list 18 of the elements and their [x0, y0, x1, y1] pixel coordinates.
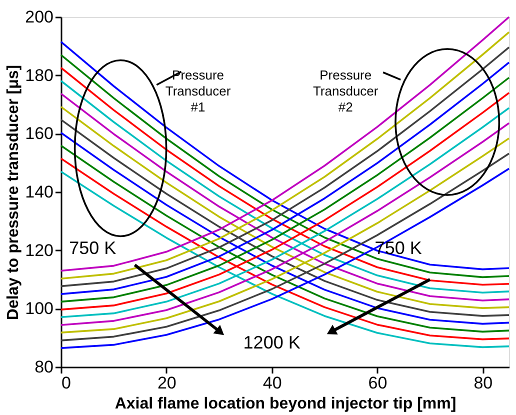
y-axis-title: Delay to pressure transducer [μs] [5, 64, 22, 320]
annotation: Pressure Transducer #1 [165, 67, 232, 114]
x-tick-label: 40 [262, 374, 282, 392]
x-tick-label: 80 [474, 374, 493, 392]
annotation: Pressure Transducer #2 [312, 67, 379, 114]
x-tick-label: 60 [368, 374, 388, 392]
y-tick-label: 180 [25, 66, 54, 85]
y-tick-label: 80 [34, 358, 54, 376]
y-tick-label: 120 [25, 240, 54, 260]
y-tick-label: 200 [25, 8, 54, 26]
annotation: 750 K [69, 238, 116, 258]
x-tick-label: 0 [62, 374, 71, 392]
y-tick-label: 100 [25, 299, 54, 318]
x-tick-label: 20 [157, 374, 176, 392]
x-axis-title: Axial flame location beyond injector tip [mm] [114, 396, 456, 412]
annotation: 1200 K [243, 332, 300, 353]
y-tick-label: 140 [25, 182, 54, 202]
y-tick-label: 160 [25, 124, 54, 144]
